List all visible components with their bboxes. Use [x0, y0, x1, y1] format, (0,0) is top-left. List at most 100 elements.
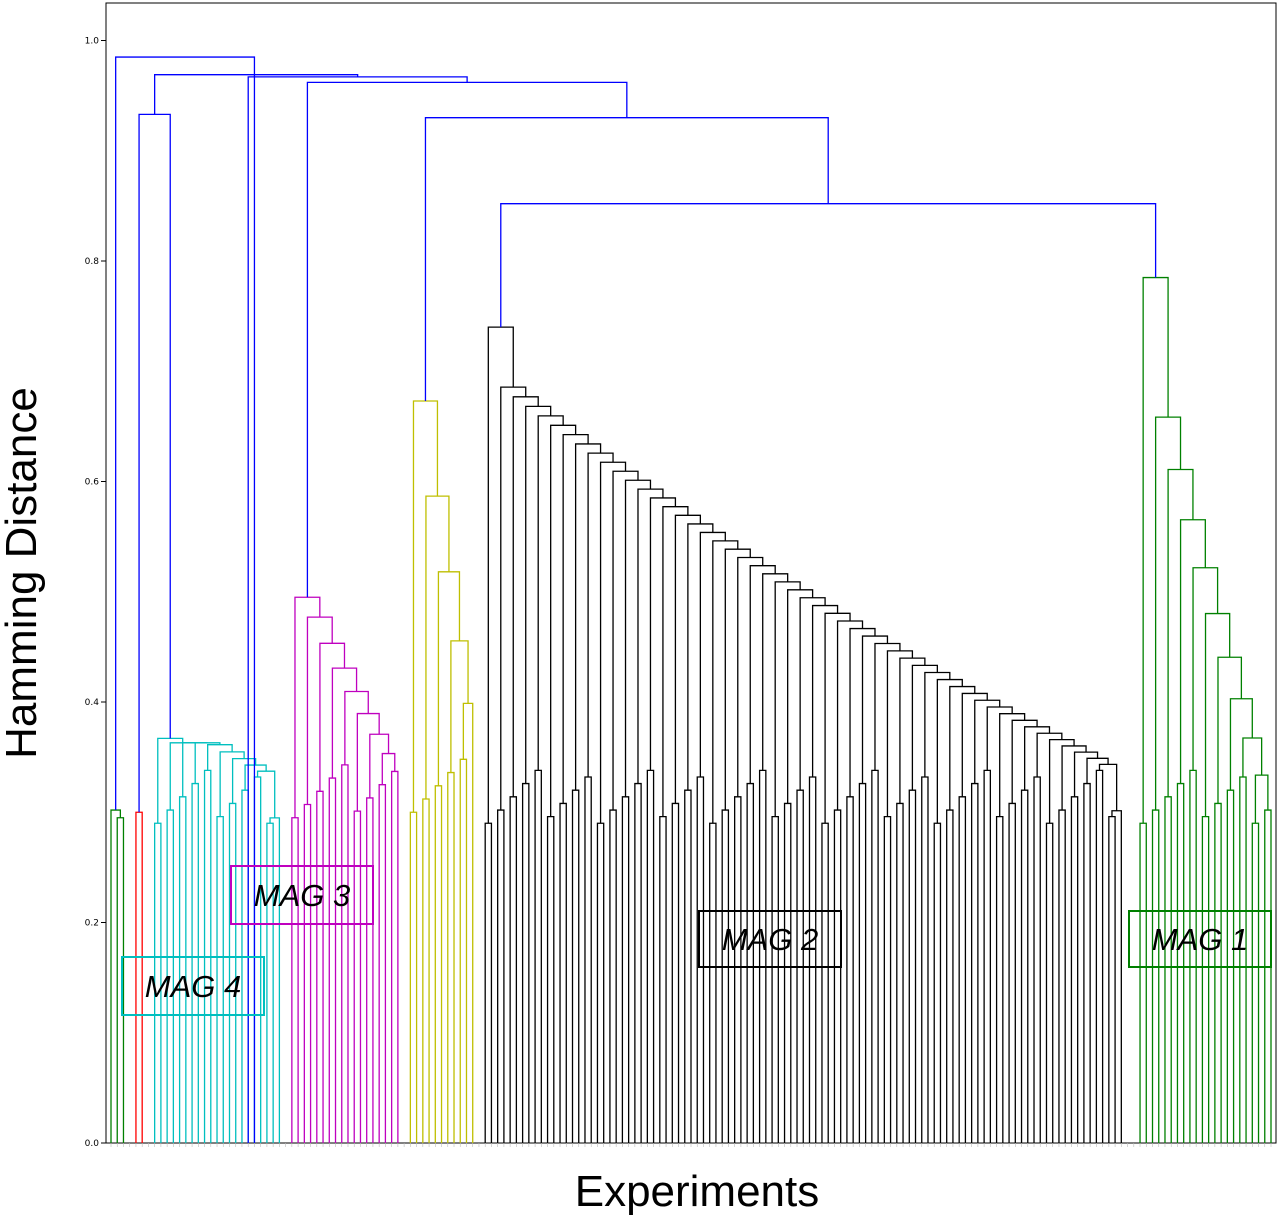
- dendrogram-link: [459, 758, 468, 1143]
- cluster-label: MAG 3: [254, 878, 350, 913]
- dendrogram-link: [484, 822, 493, 1143]
- dendrogram-link: [138, 113, 171, 813]
- dendrogram-link: [1204, 612, 1231, 817]
- dendrogram-link: [1164, 796, 1172, 1143]
- dendrogram-link: [574, 443, 602, 791]
- dendrogram-link: [911, 664, 938, 791]
- dendrogram-link: [434, 785, 443, 1143]
- dendrogram-link: [424, 117, 829, 402]
- dendrogram-link: [974, 699, 1001, 784]
- dendrogram-link: [1239, 776, 1247, 1143]
- cluster-labels: MAG 1 MAG 2 MAG 3 MAG 4: [121, 865, 1272, 1016]
- cluster-label: MAG 1: [1152, 922, 1248, 957]
- dendrogram-link: [319, 642, 346, 792]
- dendrogram-link: [341, 764, 349, 1143]
- dendrogram-link: [303, 803, 312, 1143]
- dendrogram-link: [774, 581, 801, 817]
- dendrogram-link: [808, 776, 817, 1143]
- dendrogram-link: [609, 809, 617, 1143]
- dendrogram-link: [1192, 567, 1219, 771]
- dendrogram-link: [584, 776, 592, 1143]
- x-axis-title: Experiments: [575, 1167, 820, 1216]
- dendrogram-link: [306, 81, 628, 598]
- dendrogram-link: [946, 809, 954, 1143]
- dendrogram-link: [709, 822, 717, 1143]
- y-tick-label: 1.0: [85, 37, 100, 47]
- dendrogram-link: [207, 744, 233, 771]
- dendrogram-link: [1229, 698, 1253, 791]
- dendrogram-link: [497, 809, 505, 1143]
- dendrogram-link: [447, 771, 455, 1143]
- dendrogram-link: [294, 596, 321, 818]
- dendrogram-link: [153, 74, 359, 115]
- dendrogram-link: [646, 769, 655, 1143]
- dendrogram-link: [970, 782, 979, 1143]
- dendrogram-link: [462, 702, 474, 1143]
- dendrogram-link: [746, 782, 755, 1143]
- dendrogram-link: [1008, 802, 1016, 1143]
- dendrogram-link: [849, 627, 876, 797]
- dendrogram-link: [1251, 822, 1260, 1143]
- dendrogram-link: [921, 776, 929, 1143]
- dendrogram-link: [366, 797, 374, 1143]
- dendrogram-link: [1151, 809, 1160, 1143]
- dendrogram-link: [191, 782, 199, 1143]
- dendrogram-link: [833, 809, 842, 1143]
- dendrogram-link: [169, 742, 196, 811]
- dendrogram-link: [1095, 769, 1104, 1143]
- dendrogram-link: [671, 802, 680, 1143]
- dendrogram-link: [291, 817, 299, 1143]
- dendrogram-link: [425, 495, 450, 800]
- dendrogram-link: [1108, 816, 1116, 1143]
- dendrogram-link: [247, 76, 468, 1143]
- dendrogram-link: [157, 737, 184, 824]
- dendrogram-link: [194, 742, 221, 784]
- dendrogram-link: [1061, 745, 1087, 811]
- dendrogram-link: [587, 452, 614, 777]
- dendrogram-link: [422, 798, 430, 1143]
- dendrogram-link: [390, 770, 399, 1143]
- dendrogram-link: [1176, 782, 1185, 1143]
- cluster-box: [121, 956, 265, 1016]
- dendrogram-links: [110, 56, 1272, 1143]
- dendrogram-link: [409, 811, 418, 1143]
- dendrogram-link: [649, 497, 677, 771]
- dendrogram-link: [634, 782, 642, 1143]
- dendrogram-link: [316, 790, 324, 1143]
- dendrogram-link: [381, 752, 396, 785]
- dendrogram-link: [534, 769, 542, 1143]
- dendrogram-link: [662, 506, 689, 817]
- cluster-label: MAG 4: [145, 969, 241, 1004]
- dendrogram-link: [936, 678, 963, 824]
- dendrogram-link: [241, 789, 249, 1143]
- dendrogram-link: [116, 817, 125, 1143]
- cluster-box: [230, 865, 374, 925]
- cluster-label: MAG 2: [722, 922, 818, 957]
- dendrogram-link: [353, 810, 362, 1143]
- dendrogram-link: [509, 796, 518, 1143]
- dendrogram-link: [356, 712, 380, 812]
- dendrogram-link: [684, 789, 692, 1143]
- dendrogram-link: [734, 796, 742, 1143]
- dendrogram-link: [1242, 737, 1263, 777]
- dendrogram-link: [562, 433, 589, 804]
- dendrogram-link: [1214, 802, 1222, 1143]
- dendrogram-link: [115, 56, 256, 1143]
- dendrogram-link: [659, 816, 667, 1143]
- dendrogram-link: [771, 816, 779, 1143]
- dendrogram-link: [219, 751, 245, 817]
- dendrogram-link: [787, 589, 814, 804]
- dendrogram-link: [846, 796, 854, 1143]
- dendrogram-link: [1179, 519, 1206, 784]
- y-tick-label: 0.8: [85, 257, 100, 267]
- dendrogram-link: [1139, 822, 1147, 1143]
- dendrogram-link: [896, 802, 904, 1143]
- dendrogram-link: [1098, 763, 1118, 811]
- dendrogram-link: [1011, 719, 1038, 804]
- dendrogram-link: [521, 782, 530, 1143]
- dendrogram-link: [1264, 809, 1272, 1143]
- dendrogram-link: [1254, 774, 1269, 824]
- dendrogram-link: [1045, 822, 1054, 1143]
- dendrogram-link: [1058, 809, 1066, 1143]
